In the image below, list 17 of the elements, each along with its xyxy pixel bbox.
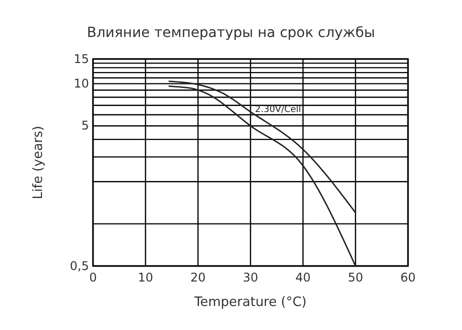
line-series: [168, 85, 356, 267]
y-tick-label: 15: [74, 52, 89, 66]
x-tick-label: 30: [242, 270, 258, 285]
x-tick-label: 50: [348, 270, 364, 285]
annotation: 2.30V/Cell: [255, 105, 302, 115]
y-axis-title: Life (years): [31, 126, 46, 200]
x-tick-label: 10: [138, 270, 154, 285]
y-tick-label: 0,5: [70, 258, 89, 273]
y-tick-label: 10: [74, 76, 89, 91]
x-tick-label: 20: [190, 270, 206, 285]
y-tick-label: 5: [81, 118, 89, 133]
chart-title: Влияние температуры на срок службы: [86, 25, 376, 41]
line-series: [168, 80, 356, 214]
x-axis-title: Temperature (°C): [193, 295, 307, 310]
x-tick-label: 0: [89, 270, 97, 285]
x-tick-label: 40: [295, 270, 311, 285]
x-tick-label: 60: [400, 270, 416, 285]
